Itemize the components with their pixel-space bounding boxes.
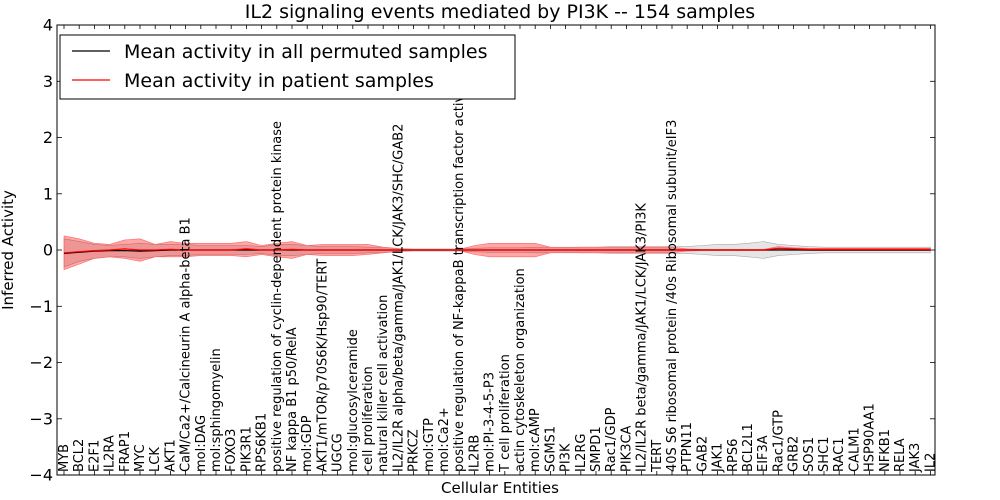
x-tick-labels: MYB BCL2 E2F1 IL2RA FRAP1 MYC LCK AKT1 CaM/Ca2+/…	[57, 25, 938, 475]
band-permuted	[63, 238, 931, 268]
x-tick-label: PI3K	[559, 443, 574, 472]
x-tick-label: mol:GTP	[422, 418, 437, 472]
x-tick-label: CaM/Ca2+/Calcineurin A alpha-beta B1	[179, 217, 194, 472]
y-tick-label: −2	[29, 353, 53, 372]
x-tick-label: Rac1/GDP	[604, 407, 619, 472]
x-tick-label: mol:GDP	[300, 415, 315, 472]
x-tick-label: UGCG	[331, 433, 346, 472]
x-axis-label: Cellular Entities	[441, 479, 559, 497]
x-tick-label: positive regulation of cyclin-dependent …	[270, 121, 285, 472]
x-tick-label: Rac1/GTP	[771, 410, 786, 472]
x-tick-label: SOS1	[802, 437, 817, 472]
x-tick-label: AKT1/mTOR/p70S6K/Hsp90/TERT	[315, 259, 330, 472]
y-axis-label: Inferred Activity	[0, 190, 17, 310]
x-tick-label: RAC1	[832, 437, 847, 472]
x-tick-label: GAB2	[695, 436, 710, 472]
x-tick-label: T cell proliferation	[498, 354, 513, 473]
x-tick-label: JAK1	[711, 443, 726, 473]
x-tick-label: MYC	[133, 444, 148, 472]
plot-frame	[56, 24, 936, 476]
x-tick-label: positive regulation of NF-kappaB transcr…	[452, 78, 467, 472]
x-tick-label: PTPN11	[680, 422, 695, 472]
legend-label-permuted: Mean activity in all permuted samples	[124, 41, 487, 63]
x-tick-label: FRAP1	[118, 431, 133, 472]
x-tick-label: actin cytoskeleton organization	[513, 268, 528, 472]
x-tick-label: JAK3	[908, 443, 923, 473]
legend-label-patient: Mean activity in patient samples	[124, 70, 434, 92]
x-tick-label: AKT1	[163, 439, 178, 472]
x-tick-label: natural killer cell activation	[376, 295, 391, 472]
x-tick-label: CALM1	[847, 427, 862, 472]
y-tick-label: 4	[43, 16, 53, 35]
x-tick-label: IL2RG	[574, 434, 589, 472]
x-tick-label: cell proliferation	[361, 366, 376, 472]
x-tick-label: mol:Ca2+	[437, 407, 452, 472]
x-tick-label: GRB2	[787, 436, 802, 472]
x-tick-label: IL2	[923, 453, 938, 472]
x-tick-label: MYB	[57, 444, 72, 472]
x-tick-label: FOXO3	[224, 429, 239, 472]
x-tick-label: PIK3R1	[239, 426, 254, 472]
y-tick-label: 2	[43, 128, 53, 147]
x-tick-label: RELA	[893, 438, 908, 472]
x-tick-label: mol:PI-3-4-5-P3	[483, 372, 498, 472]
series-line-patient	[63, 247, 931, 254]
x-tick-label: NFKB1	[878, 429, 893, 472]
x-tick-label: 40S S6 ribosomal protein /40s Ribosomal …	[665, 120, 680, 472]
bands-layer	[63, 235, 931, 271]
x-tick-label: BCL2	[72, 439, 87, 472]
x-tick-label: IL2RA	[103, 435, 118, 472]
x-tick-label: SMPD1	[589, 426, 604, 472]
x-tick-label: mol:DAG	[194, 415, 209, 472]
x-tick-label: NF kappa B1 p50/RelA	[285, 327, 300, 472]
x-tick-label: mol:sphingomyelin	[209, 348, 224, 472]
x-tick-label: LCK	[148, 447, 163, 472]
x-tick-label: SHC1	[817, 437, 832, 472]
x-tick-label: IL2/IL2R alpha/beta/gamma/JAK1/LCK/JAK3/…	[391, 124, 406, 472]
x-tick-label: TERT	[650, 440, 665, 473]
x-tick-label: EIF3A	[756, 435, 771, 472]
y-tick-label: −3	[29, 409, 53, 428]
x-tick-label: PRKCZ	[407, 429, 422, 472]
y-tick-label: 3	[43, 72, 53, 91]
y-tick-label: 1	[43, 184, 53, 203]
lines-layer	[63, 247, 931, 254]
x-tick-label: RPS6	[726, 439, 741, 472]
x-tick-label: mol:glucosylceramide	[346, 329, 361, 472]
y-tick-label: −4	[29, 466, 53, 485]
y-ticks: −4 −3 −2 −1 0 1 2 3 4	[29, 16, 935, 485]
x-tick-label: RPS6KB1	[255, 413, 270, 472]
chart-title: IL2 signaling events mediated by PI3K --…	[245, 1, 755, 23]
x-tick-label: BCL2L1	[741, 423, 756, 472]
y-tick-label: −1	[29, 297, 53, 316]
y-tick-label: 0	[43, 241, 53, 260]
x-tick-label: PIK3CA	[619, 425, 634, 472]
x-tick-label: mol:cAMP	[528, 408, 543, 472]
x-tick-label: IL2/IL2R beta/gamma/JAK1/LCK/JAK3/PI3K	[635, 203, 650, 472]
x-tick-label: SGMS1	[543, 426, 558, 472]
x-tick-label: E2F1	[87, 440, 102, 472]
legend-box	[59, 34, 516, 100]
x-tick-label: IL2RB	[467, 435, 482, 472]
x-tick-label: HSP90AA1	[863, 403, 878, 472]
legend: Mean activity in all permuted samples Me…	[59, 34, 516, 100]
